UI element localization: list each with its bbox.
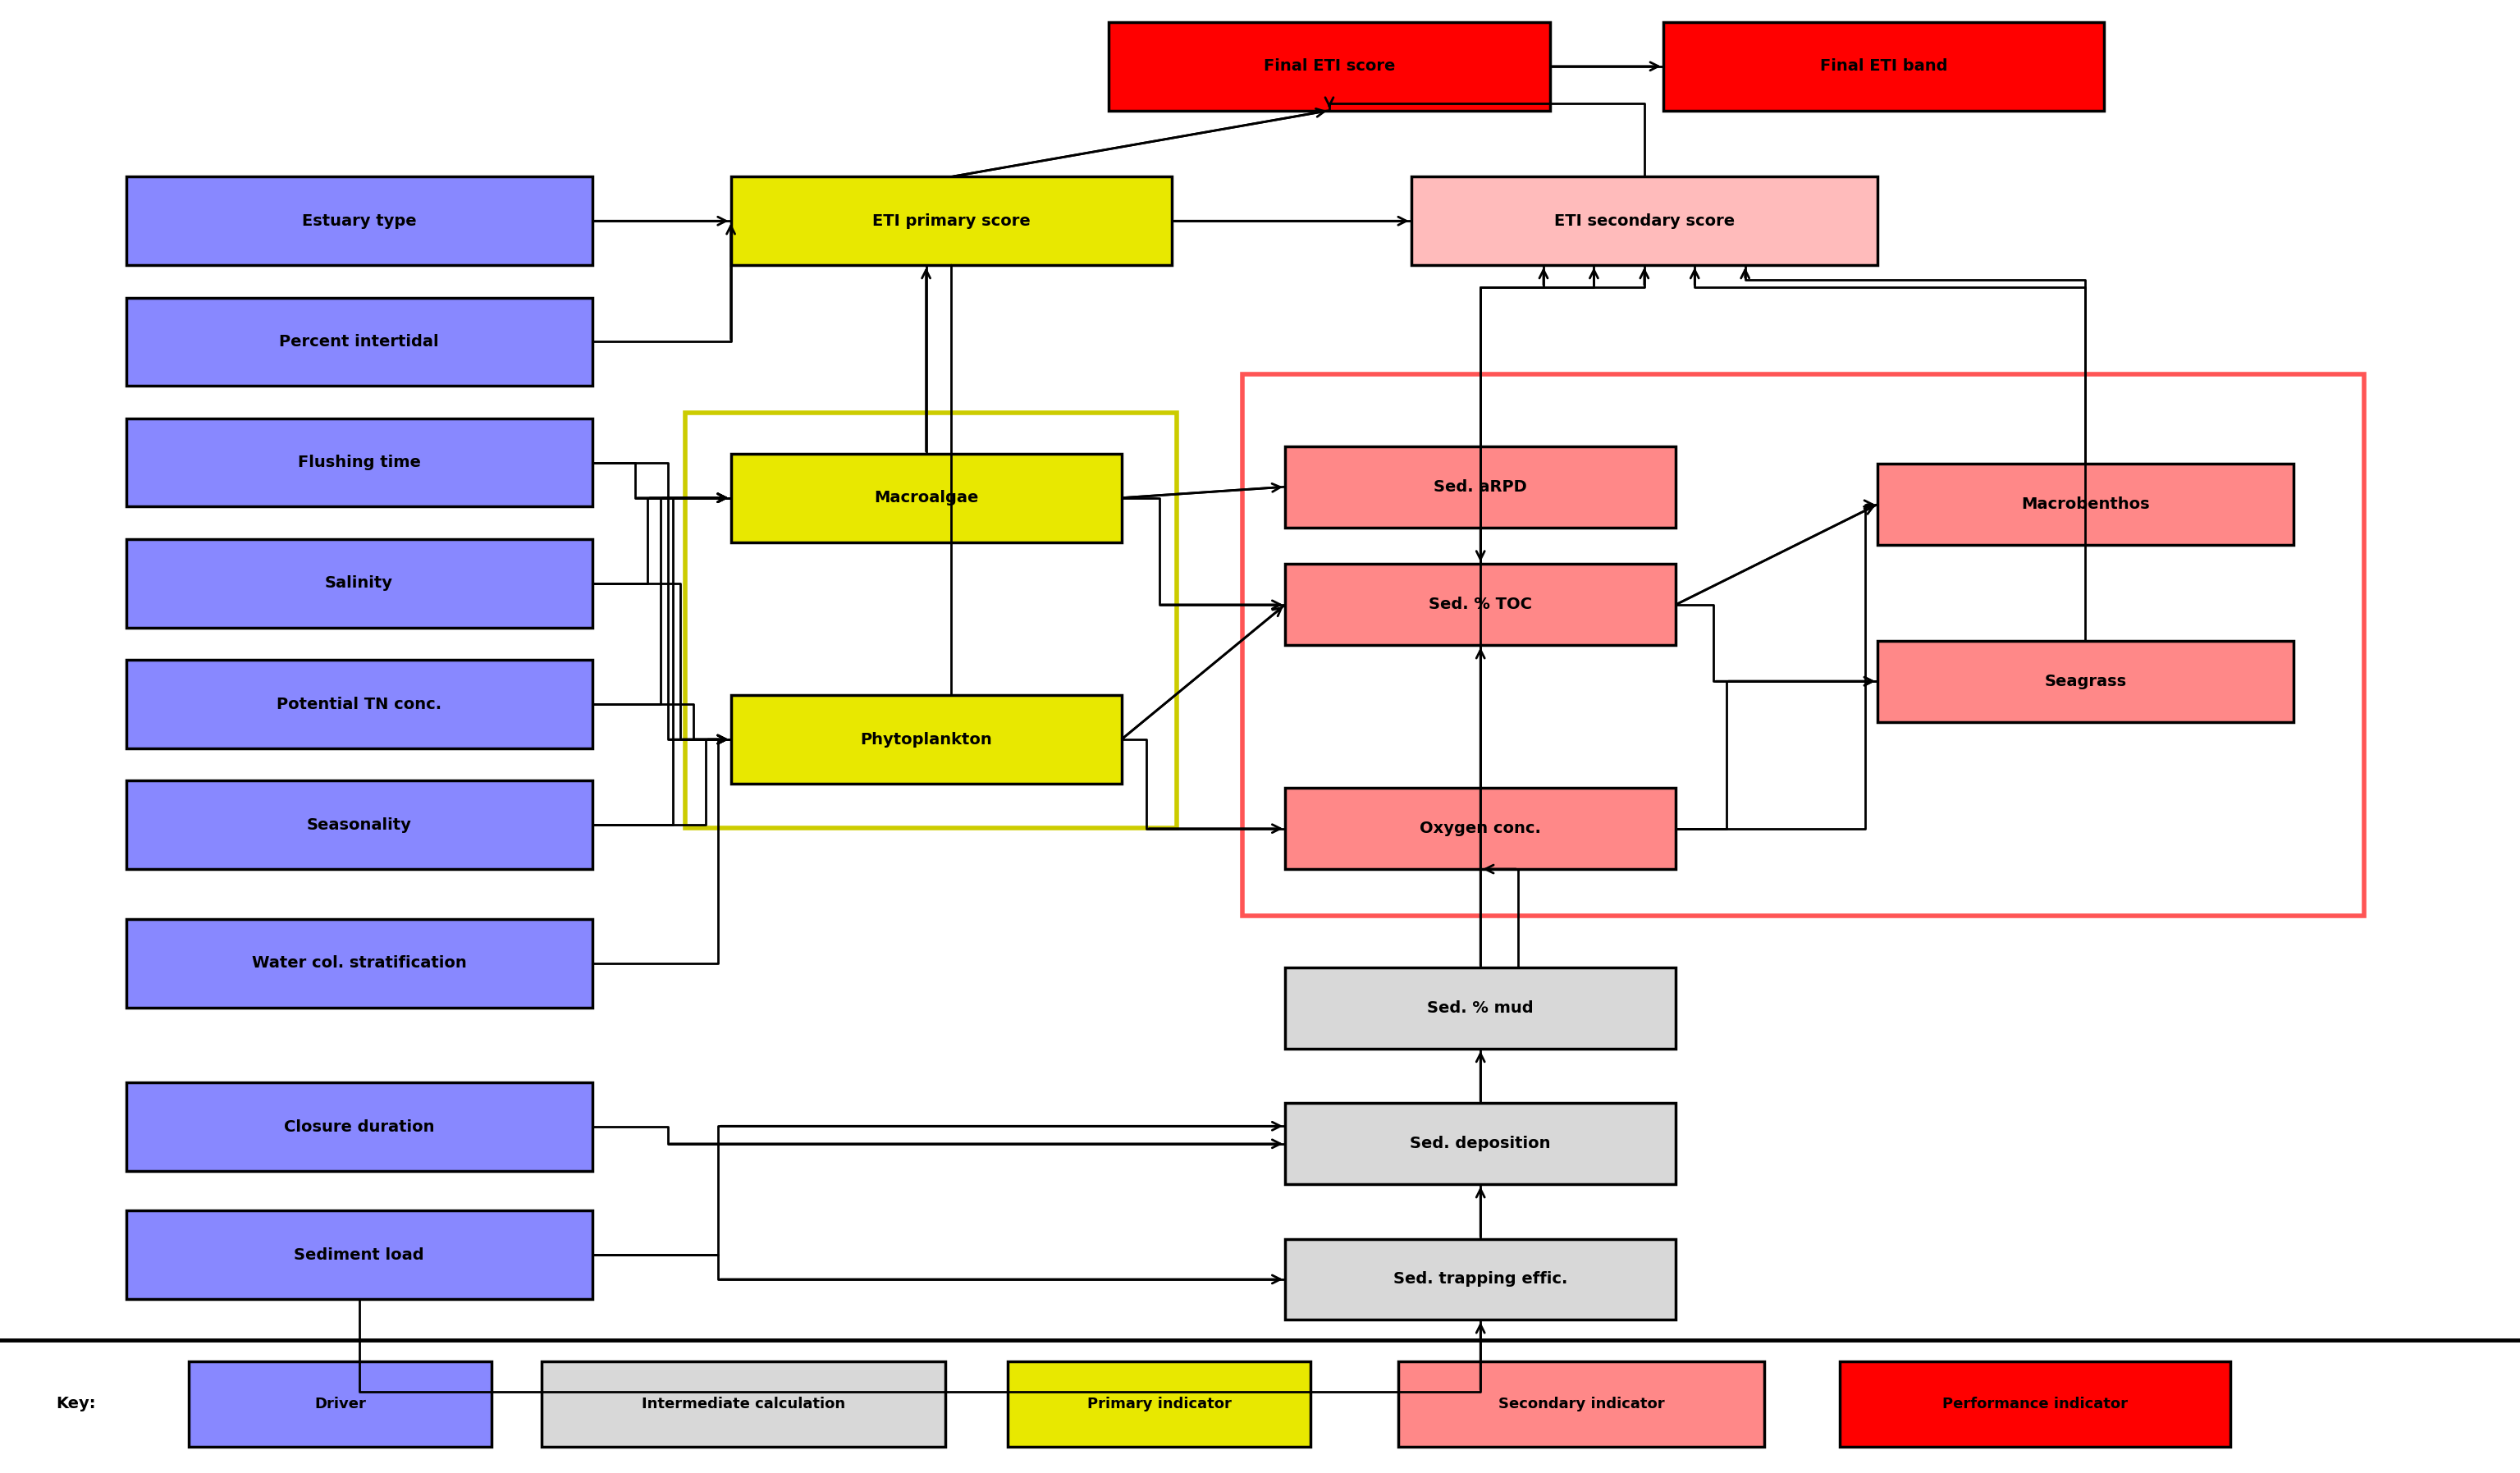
FancyBboxPatch shape [1877,464,2293,545]
Text: Final ETI score: Final ETI score [1263,59,1396,74]
Text: Water col. stratification: Water col. stratification [252,956,466,971]
Text: Sed. deposition: Sed. deposition [1411,1136,1550,1152]
Text: Sed. aRPD: Sed. aRPD [1434,479,1527,495]
Text: Sed. % TOC: Sed. % TOC [1429,597,1532,613]
Text: Salinity: Salinity [325,576,393,591]
FancyBboxPatch shape [1109,22,1550,110]
FancyBboxPatch shape [731,695,1121,784]
Text: Phytoplankton: Phytoplankton [859,732,993,747]
Text: Sediment load: Sediment load [295,1248,423,1262]
Text: Sed. % mud: Sed. % mud [1426,1000,1535,1016]
Text: Estuary type: Estuary type [302,214,416,228]
Text: Intermediate calculation: Intermediate calculation [643,1396,844,1411]
FancyBboxPatch shape [126,539,592,627]
FancyBboxPatch shape [126,781,592,869]
Text: Flushing time: Flushing time [297,455,421,470]
FancyBboxPatch shape [189,1361,491,1446]
FancyBboxPatch shape [1411,177,1877,265]
Text: ETI secondary score: ETI secondary score [1555,214,1734,228]
Text: Key:: Key: [55,1396,96,1411]
FancyBboxPatch shape [126,660,592,748]
FancyBboxPatch shape [1285,564,1676,645]
Text: Primary indicator: Primary indicator [1086,1396,1232,1411]
Text: Driver: Driver [315,1396,365,1411]
FancyBboxPatch shape [1008,1361,1310,1446]
FancyBboxPatch shape [126,177,592,265]
FancyBboxPatch shape [542,1361,945,1446]
FancyBboxPatch shape [126,919,592,1008]
FancyBboxPatch shape [1285,1239,1676,1320]
FancyBboxPatch shape [1285,446,1676,527]
Text: Final ETI band: Final ETI band [1819,59,1948,74]
Text: Sed. trapping effic.: Sed. trapping effic. [1394,1271,1567,1287]
FancyBboxPatch shape [1285,968,1676,1049]
FancyBboxPatch shape [126,418,592,507]
FancyBboxPatch shape [1285,788,1676,869]
FancyBboxPatch shape [1663,22,2104,110]
FancyBboxPatch shape [126,1083,592,1171]
Text: Percent intertidal: Percent intertidal [280,334,438,349]
FancyBboxPatch shape [126,298,592,386]
Text: Potential TN conc.: Potential TN conc. [277,697,441,711]
Text: Macrobenthos: Macrobenthos [2021,496,2150,513]
Text: Oxygen conc.: Oxygen conc. [1419,820,1542,837]
Text: Performance indicator: Performance indicator [1943,1396,2127,1411]
FancyBboxPatch shape [1399,1361,1764,1446]
FancyBboxPatch shape [126,1211,592,1299]
FancyBboxPatch shape [1285,1103,1676,1184]
FancyBboxPatch shape [1877,641,2293,722]
Text: Macroalgae: Macroalgae [874,491,978,505]
FancyBboxPatch shape [731,454,1121,542]
FancyBboxPatch shape [1840,1361,2230,1446]
Text: Closure duration: Closure duration [285,1119,433,1134]
Text: Secondary indicator: Secondary indicator [1499,1396,1663,1411]
Text: Seagrass: Seagrass [2044,673,2127,689]
FancyBboxPatch shape [731,177,1172,265]
Text: Seasonality: Seasonality [307,818,411,832]
Text: ETI primary score: ETI primary score [872,214,1031,228]
